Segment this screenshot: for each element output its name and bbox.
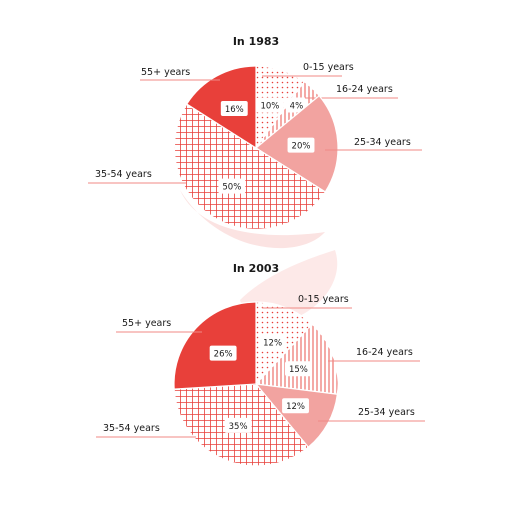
slice-2003-55plus [173,301,257,390]
value-label-bg-1983-55plus [220,100,248,116]
bg-swoosh-1 [180,190,325,249]
value-label-1983-35-54: 50% [222,183,241,193]
value-label-bg-2003-55plus [209,345,237,361]
pie-1983: 10% 0-15 years 4% 16-24 years 20% 25-34 years… [88,62,422,231]
slice-1983-35-54 [173,103,327,231]
value-label-1983-16-24: 4% [290,101,304,111]
category-label-1983-16-24: 16-24 years [336,84,393,95]
pie-2003: 12% 0-15 years 15% 16-24 years 12% 25-34 year… [96,294,425,467]
slice-2003-25-34 [254,383,339,449]
value-label-1983-55plus: 16% [225,105,244,115]
value-label-1983-0-15: 10% [260,102,279,112]
category-label-1983-35-54: 35-54 years [95,169,152,180]
slice-2003-16-24 [254,323,339,395]
category-label-2003-35-54: 35-54 years [103,423,160,434]
value-label-bg-2003-35-54 [224,417,252,433]
value-label-bg-1983-35-54 [218,178,246,194]
value-label-2003-25-34: 12% [286,402,305,412]
value-label-bg-2003-16-24 [284,361,312,377]
category-label-1983-0-15: 0-15 years [303,62,354,73]
category-label-2003-16-24: 16-24 years [356,347,413,358]
value-label-2003-16-24: 15% [289,365,308,375]
category-label-1983-55plus: 55+ years [141,67,190,78]
category-label-2003-25-34: 25-34 years [358,407,415,418]
value-label-bg-2003-0-15 [259,334,287,350]
chart-title-2003: In 2003 [233,262,279,275]
value-label-2003-0-15: 12% [263,339,282,349]
value-label-2003-35-54: 35% [229,422,248,432]
value-label-bg-2003-25-34 [282,398,309,414]
value-label-bg-1983-25-34 [287,137,315,153]
value-label-1983-25-34: 20% [292,142,311,152]
value-label-bg-1983-0-15 [256,97,284,113]
chart-title-1983: In 1983 [233,35,279,48]
category-label-1983-25-34: 25-34 years [354,137,411,148]
category-label-2003-0-15: 0-15 years [298,294,349,305]
value-label-bg-1983-16-24 [286,97,307,113]
category-label-2003-55plus: 55+ years [122,318,171,329]
value-label-2003-55plus: 26% [214,350,233,360]
